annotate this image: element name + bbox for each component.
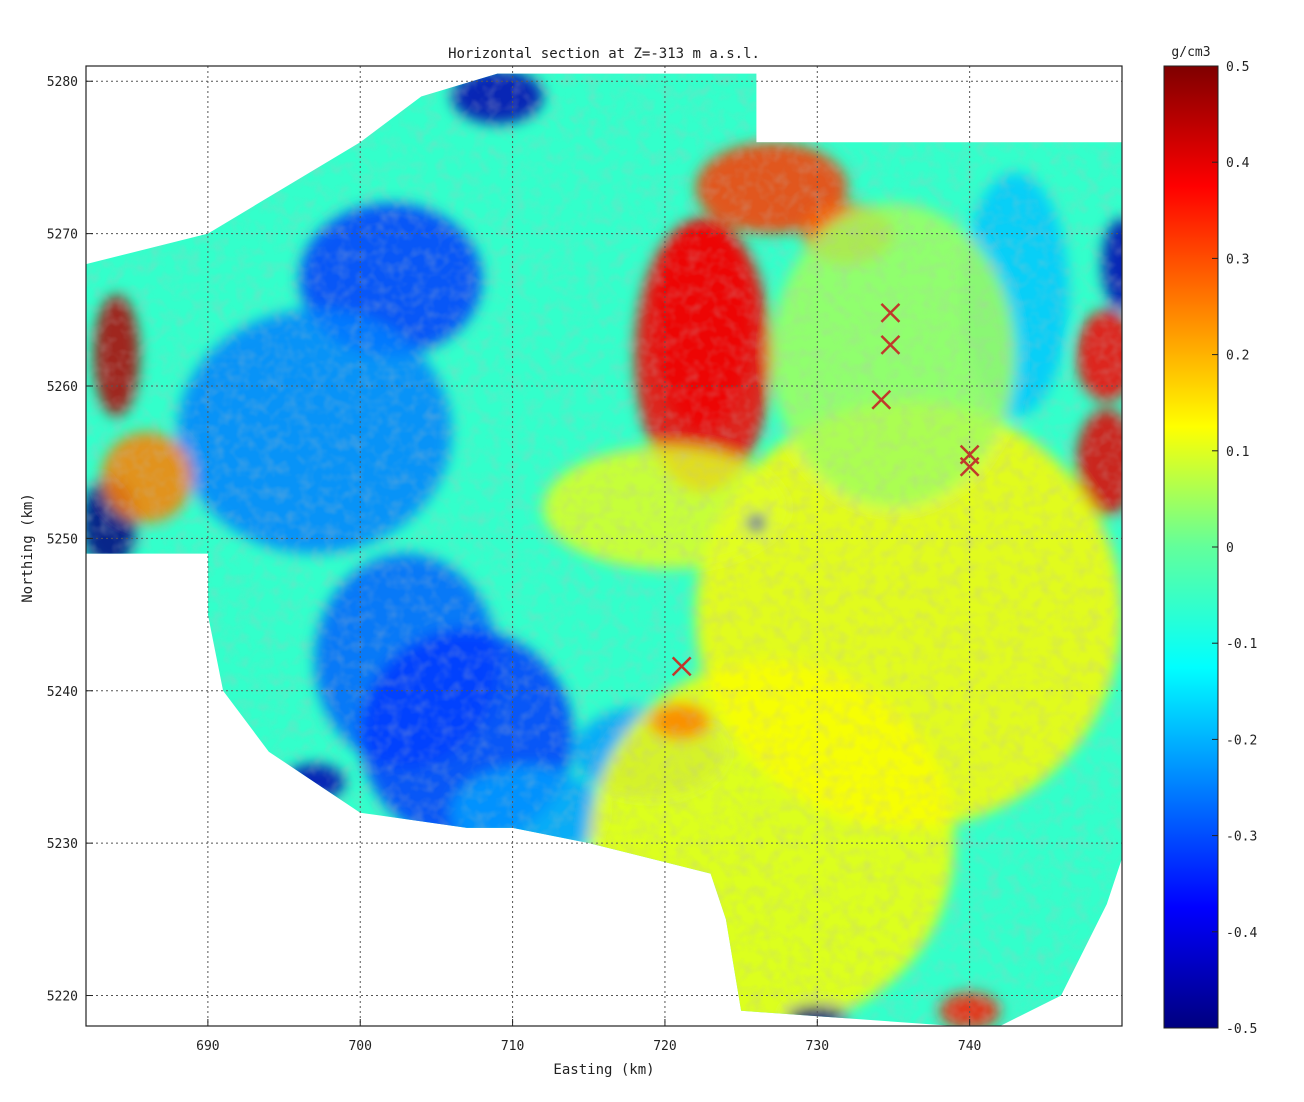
y-tick-label: 5220 <box>47 990 78 1005</box>
y-tick-label: 5250 <box>47 532 78 547</box>
y-tick-label: 5240 <box>47 685 78 700</box>
x-tick-label: 710 <box>501 1039 524 1054</box>
x-tick-label: 700 <box>348 1039 371 1054</box>
y-tick-label: 5230 <box>47 837 78 852</box>
plot-frame <box>85 65 1123 1027</box>
colorbar-tick-label: 0.1 <box>1226 445 1249 460</box>
x-tick-label: 740 <box>958 1039 981 1054</box>
colorbar-tick-label: -0.3 <box>1226 830 1257 845</box>
colorbar-tick-label: -0.4 <box>1226 926 1257 941</box>
grid-lines <box>86 66 1122 1026</box>
colorbar-tick-label: 0 <box>1226 541 1234 556</box>
colorbar-tick-label: -0.1 <box>1226 637 1257 652</box>
colorbar-tick-label: 0.3 <box>1226 252 1249 267</box>
colorbar-tick-label: 0.2 <box>1226 349 1249 364</box>
x-tick-label: 730 <box>806 1039 829 1054</box>
markers-layer <box>671 302 980 677</box>
colorbar-gradient <box>1163 65 1219 1029</box>
x-axis-label: Easting (km) <box>553 1062 654 1078</box>
x-marker <box>871 389 892 410</box>
x-marker <box>880 334 901 355</box>
colorbar-unit-label: g/cm3 <box>1171 45 1210 60</box>
colorbar-tick-label: -0.5 <box>1226 1022 1257 1037</box>
x-tick-label: 720 <box>653 1039 676 1054</box>
speckle-texture <box>86 73 1122 1026</box>
x-marker <box>671 656 692 677</box>
survey-density-map <box>86 73 1122 1026</box>
chart-title: Horizontal section at Z=-313 m a.s.l. <box>448 46 760 62</box>
colorbar-tick-label: -0.2 <box>1226 733 1257 748</box>
density-anomaly <box>131 142 224 204</box>
x-marker <box>959 456 980 477</box>
colorbar-ticks: 0.5 0.4 0.3 0.2 0.1 0 -0.1 -0.2 -0.3 -0.4 -0.5 <box>1212 60 1257 1037</box>
plot-area <box>86 66 1122 1026</box>
y-tick-label: 5280 <box>47 75 78 90</box>
x-tick-label: 690 <box>196 1039 219 1054</box>
y-axis-ticks: 5220 5230 5240 5250 5260 5270 5280 <box>47 75 93 1005</box>
y-tick-label: 5270 <box>47 228 78 243</box>
y-axis-label: Northing (km) <box>20 493 36 603</box>
colorbar-tick-label: 0.4 <box>1226 156 1250 171</box>
x-axis-ticks: 690 700 710 720 730 740 <box>196 1019 981 1054</box>
colorbar-tick-label: 0.5 <box>1226 60 1249 75</box>
colorbar: g/cm3 0.5 0.4 0.3 0.2 0.1 0 -0.1 -0.2 -0.3 -0.4 -0… <box>1163 45 1257 1037</box>
x-marker <box>880 302 901 323</box>
y-tick-label: 5260 <box>47 380 78 395</box>
